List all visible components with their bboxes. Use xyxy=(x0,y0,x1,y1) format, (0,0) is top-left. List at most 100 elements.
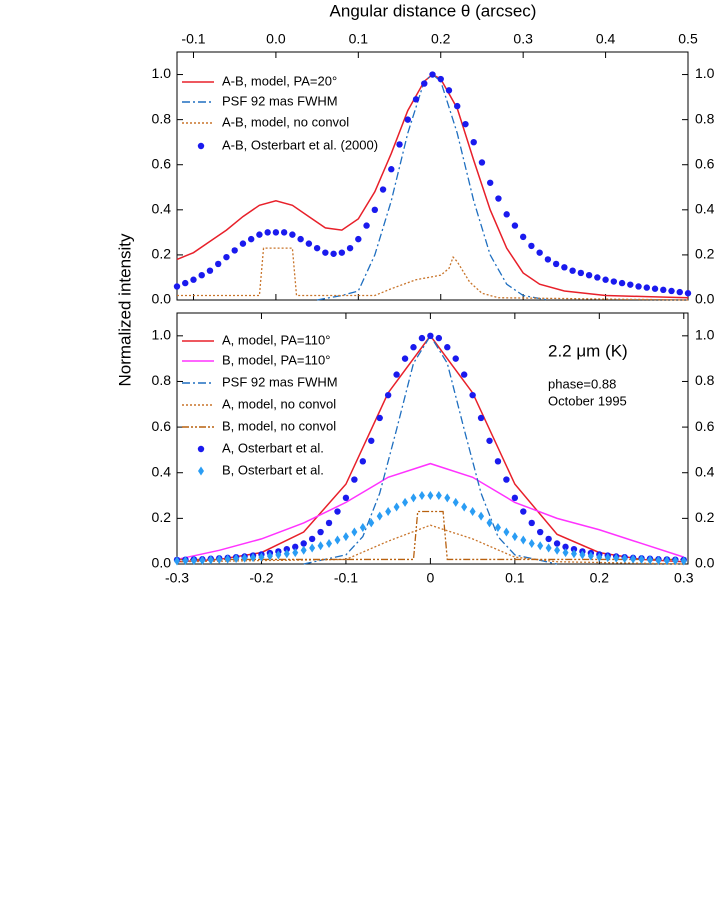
marker xyxy=(215,260,222,268)
marker xyxy=(486,179,494,186)
legend-label: A-B, Osterbart et al. (2000) xyxy=(222,137,378,152)
y-tick-label-right: 0.6 xyxy=(695,155,715,171)
marker xyxy=(216,554,223,564)
marker xyxy=(190,276,197,283)
marker xyxy=(206,267,214,274)
marker xyxy=(379,186,387,193)
marker xyxy=(486,437,493,444)
marker xyxy=(385,507,392,517)
marker xyxy=(435,334,443,342)
marker xyxy=(651,285,659,292)
x-tick-label: 0.3 xyxy=(674,570,694,586)
marker xyxy=(355,235,362,243)
marker xyxy=(182,556,189,566)
marker xyxy=(256,231,263,238)
plot-frame xyxy=(176,51,689,301)
legend-label: PSF 92 mas FWHM xyxy=(222,93,338,108)
x-tick-label: 0.0 xyxy=(266,31,286,47)
plot-frame xyxy=(176,312,689,565)
marker xyxy=(410,344,417,351)
marker xyxy=(404,116,411,123)
marker xyxy=(283,545,291,553)
marker xyxy=(351,527,358,537)
marker xyxy=(478,159,486,166)
marker xyxy=(371,206,379,214)
marker xyxy=(462,120,469,128)
marker xyxy=(668,287,675,295)
marker xyxy=(396,141,403,148)
marker xyxy=(503,527,510,537)
marker xyxy=(368,518,375,528)
marker xyxy=(627,281,634,288)
marker xyxy=(272,229,280,236)
marker xyxy=(585,272,593,279)
series-line xyxy=(316,73,549,301)
marker xyxy=(444,344,451,351)
marker xyxy=(305,240,313,247)
legend-label: A-B, model, no convol xyxy=(222,114,349,129)
marker xyxy=(247,235,255,243)
marker xyxy=(300,545,307,555)
marker xyxy=(309,543,316,553)
marker xyxy=(173,283,181,290)
marker xyxy=(461,502,468,512)
marker xyxy=(338,249,346,256)
marker xyxy=(258,552,265,562)
marker xyxy=(454,102,461,110)
marker xyxy=(553,540,561,547)
y-tick-label: 0.2 xyxy=(152,509,172,525)
y-tick-label: 0.0 xyxy=(152,291,172,307)
marker xyxy=(537,541,544,551)
marker xyxy=(199,555,206,565)
legend-label: A, model, PA=110° xyxy=(222,332,330,347)
marker xyxy=(346,244,354,252)
marker xyxy=(421,80,428,87)
legend-label: B, model, no convol xyxy=(222,418,336,433)
series-line xyxy=(303,334,558,565)
marker xyxy=(313,244,321,252)
marker xyxy=(376,511,383,521)
legend-label: PSF 92 mas FWHM xyxy=(222,374,338,389)
marker xyxy=(241,553,248,563)
y-tick-label: 0.4 xyxy=(152,463,172,479)
marker xyxy=(198,272,205,279)
marker xyxy=(569,267,576,274)
marker xyxy=(182,279,189,287)
marker xyxy=(292,548,299,558)
marker xyxy=(292,543,299,551)
y-tick-label-right: 0.0 xyxy=(695,555,715,571)
marker xyxy=(587,551,594,561)
marker xyxy=(680,556,687,566)
marker xyxy=(511,494,519,502)
x-tick-label: 0.2 xyxy=(431,31,451,47)
x-tick-label: 0.1 xyxy=(505,570,525,586)
y-tick-label-right: 0.2 xyxy=(695,509,715,525)
marker xyxy=(334,508,341,515)
x-tick-label: -0.1 xyxy=(334,570,358,586)
marker xyxy=(469,507,476,517)
marker xyxy=(520,535,527,545)
legend-label: A-B, model, PA=20° xyxy=(222,73,337,88)
marker xyxy=(283,549,290,559)
marker xyxy=(477,414,485,422)
y-axis-label: Normalized intensity xyxy=(115,233,134,387)
marker xyxy=(224,554,231,564)
marker xyxy=(452,355,459,362)
marker xyxy=(359,458,367,465)
marker xyxy=(334,535,341,545)
marker xyxy=(429,71,436,78)
marker xyxy=(528,519,535,527)
marker xyxy=(536,528,544,536)
marker xyxy=(618,279,626,287)
legend-marker xyxy=(197,445,205,453)
marker xyxy=(445,87,453,94)
marker xyxy=(393,502,400,512)
legend-label: A, Osterbart et al. xyxy=(222,440,324,455)
marker xyxy=(207,555,214,565)
marker xyxy=(660,286,667,294)
legend-marker xyxy=(198,466,204,476)
marker xyxy=(613,553,620,563)
x-tick-label: -0.2 xyxy=(249,570,273,586)
marker xyxy=(418,334,426,342)
marker xyxy=(190,556,197,566)
